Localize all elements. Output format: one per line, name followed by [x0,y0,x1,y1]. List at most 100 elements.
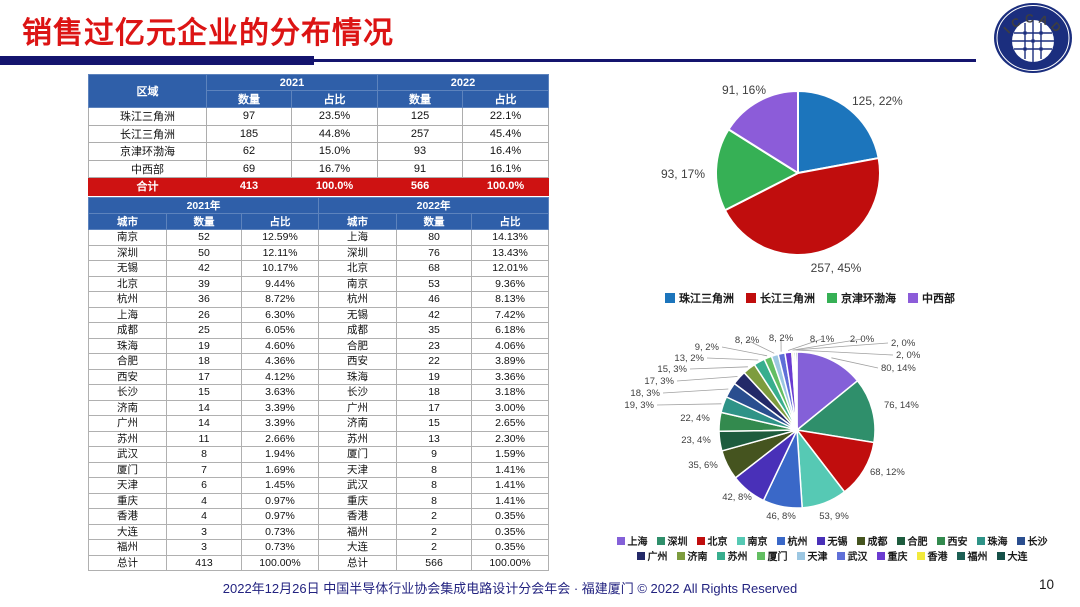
city-pie-leader-11 [676,376,738,382]
city-pie-data-label-12: 15, 3% [657,364,687,375]
city-pie-legend-marker-0 [616,536,625,545]
region-pie-legend: 珠江三角洲 长江三角洲 京津环渤海 中西部 [645,290,975,306]
city-table: 2021年 2022年 城市 数量 占比 城市 数量 占比 南京 52 12.59%… [87,197,550,571]
city-table-row-cell: 无锡 [318,306,398,323]
city-pie-data-label-4: 46, 8% [766,511,796,522]
city-pie-legend-label-1: 深圳 [667,537,688,548]
iccad-logo: ICCAD [994,3,1072,73]
city-table-row-cell: 4.12% [240,368,320,385]
city-table-row-cell: 100.00% [240,554,320,571]
city-table-row-cell: 3.36% [471,368,550,385]
region-pie-slice-0 [797,90,880,174]
city-pie-legend-marker-2 [696,536,705,545]
city-pie-legend-marker-1 [656,536,665,545]
city-pie-legend-item-6: 成都 [856,533,888,548]
city-table-row-cell: 100.00% [471,554,550,571]
city-table-row-cell: 2 [396,539,473,556]
region-table-total-row-cell: 合计 [88,177,207,196]
city-pie-legend-label-12: 济南 [687,552,708,563]
year-2021-header: 2021 [205,74,379,91]
city-pie-data-label-10: 18, 3% [630,388,660,399]
region-table-total-row-cell: 413 [206,177,292,196]
city-table-row-cell: 合肥 [88,353,167,370]
city-table-row: 北京 39 9.44% 南京 53 9.36% [88,275,550,292]
city-pie-legend-label-19: 福州 [967,552,988,563]
city-pie-legend-item-0: 上海 [616,533,648,548]
city-table-row-cell: 4.06% [471,337,550,354]
city-table-row-cell: 1.41% [471,461,550,478]
city-table-row-cell: 1.94% [240,446,320,463]
city-table-row-cell: 2.30% [471,430,550,447]
city-table-row-cell: 17 [166,368,242,385]
city-table-row-cell: 2 [396,523,473,540]
city-table-row-cell: 济南 [318,415,398,432]
region-table-row: 中西部 69 16.7% 91 16.1% [88,159,550,178]
city-table-row-cell: 3.39% [240,415,320,432]
city-table-row-cell: 苏州 [88,430,167,447]
city-pie-leader-0 [831,357,879,369]
region-pie-legend-item-3: 中西部 [908,290,955,306]
city-table-row-cell: 无锡 [88,260,167,277]
city-pie-legend-label-10: 长沙 [1027,537,1048,548]
region-pie-data-label-2: 93, 17% [661,167,705,181]
region-pie-legend-marker-2 [827,293,837,303]
city-pie-legend-label-8: 西安 [947,537,968,548]
city-pie-leader-14 [721,346,768,357]
city-pie-legend-item-14: 厦门 [756,548,788,563]
city-count-header-2021: 数量 [166,213,242,230]
city-table-header-row: 2021年 2022年 [87,197,550,214]
city-pie-legend-label-5: 无锡 [827,537,848,548]
region-table-row-cell: 91 [377,159,464,178]
city-pie-legend-item-17: 重庆 [876,548,908,563]
city-pie-legend-label-13: 苏州 [727,552,748,563]
city-pie-legend-marker-14 [756,551,765,560]
logo-globe-dots [1023,31,1043,51]
city-pie-slice-0 [796,351,859,431]
city-table-row-cell: 36 [166,291,242,308]
city-pie-legend-marker-18 [916,551,925,560]
city-table-row-cell: 6.05% [240,322,320,339]
footer-text: 2022年12月26日 中国半导体行业协会集成电路设计分会年会 · 福建厦门 ©… [222,581,798,596]
city-table-row-cell: 深圳 [318,244,398,261]
region-pie-legend-marker-1 [746,293,756,303]
city-table-row-cell: 39 [166,275,242,292]
city-table-row-cell: 7 [166,461,242,478]
city-table-row-cell: 0.73% [240,523,320,540]
region-table-row-cell: 97 [206,107,292,126]
region-pie-data-label-3: 91, 16% [722,83,766,97]
city-pie-legend-label-15: 天津 [807,552,828,563]
city-table-row-cell: 68 [396,260,473,277]
city-table-row-cell: 香港 [318,508,398,525]
city-table-row-cell: 成都 [318,322,398,339]
city-pie-legend-item-3: 南京 [736,533,768,548]
city-table-row-cell: 上海 [318,229,398,246]
city-pie-legend-label-2: 北京 [707,537,728,548]
city-table-row-cell: 福州 [318,523,398,540]
city-pie-legend-marker-12 [676,551,685,560]
city-table-row-cell: 13 [396,430,473,447]
city-table-row-cell: 1.41% [471,477,550,494]
city-table-row-cell: 3.39% [240,399,320,416]
city-table-row-cell: 8 [396,492,473,509]
city-table-row-cell: 11 [166,430,242,447]
city-table-row-cell: 3.18% [471,384,550,401]
city-pie-legend-marker-10 [1016,536,1025,545]
region-pie-legend-item-2: 京津环渤海 [827,290,896,306]
region-table-row-cell: 69 [206,159,292,178]
city-pie-data-label-16: 8, 2% [769,333,794,344]
region-table-subheader-row: 数量 占比 数量 占比 [89,90,550,108]
page-title: 销售过亿元企业的分布情况 [22,17,394,50]
city-table-row-cell: 合肥 [318,337,398,354]
title-underline-thick [0,56,314,65]
city-pie-legend-marker-19 [956,551,965,560]
city-pie-legend-item-19: 福州 [956,548,988,563]
city-pie-legend-row-2: 广州 济南 苏州 厦门 天津 武汉 重庆 香港 福州 大连 [588,548,1076,563]
region-table-row-cell: 62 [206,142,292,161]
city-table-row-cell: 1.69% [240,461,320,478]
city-pie-legend-label-18: 香港 [927,552,948,563]
city-pie-data-label-7: 23, 4% [681,435,711,446]
city-table-row: 厦门 7 1.69% 天津 8 1.41% [88,461,550,478]
city-table-row-cell: 22 [396,353,473,370]
city-table-row-cell: 南京 [318,275,398,292]
city-table-row-cell: 12.01% [471,260,550,277]
